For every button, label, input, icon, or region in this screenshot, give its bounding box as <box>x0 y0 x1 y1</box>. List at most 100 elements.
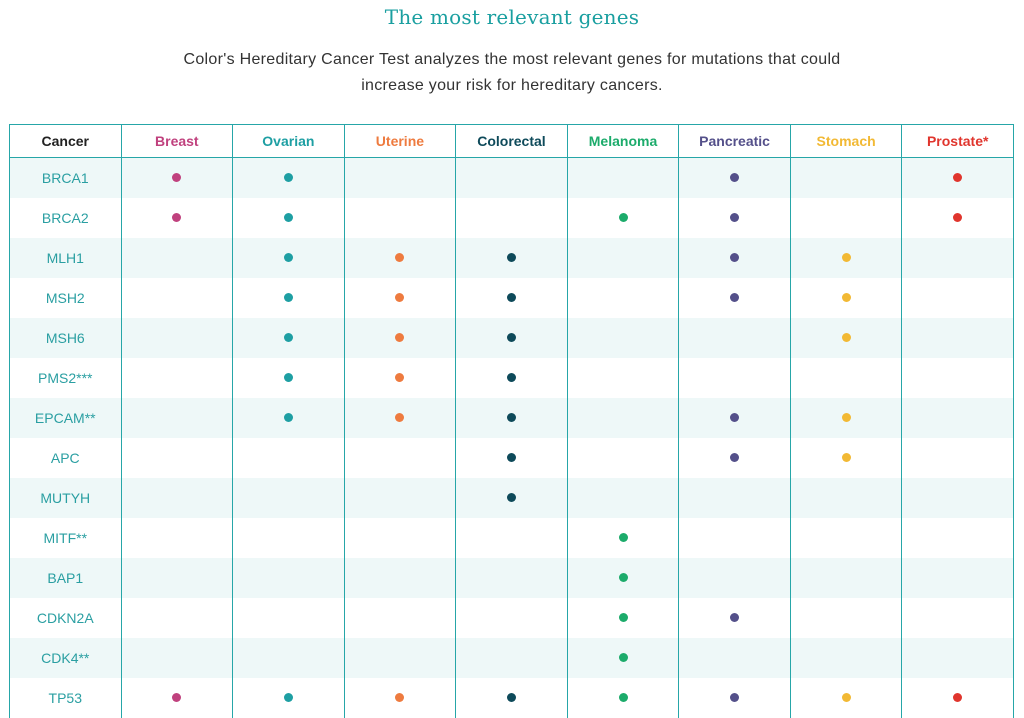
association-dot-icon <box>842 253 851 262</box>
table-cell <box>902 278 1014 318</box>
association-dot-icon <box>284 293 293 302</box>
association-dot-icon <box>284 213 293 222</box>
association-dot-icon <box>953 213 962 222</box>
description-line-1: Color's Hereditary Cancer Test analyzes … <box>0 47 1024 73</box>
header-uterine: Uterine <box>344 125 456 158</box>
gene-name: MUTYH <box>10 478 122 518</box>
table-cell <box>121 678 233 718</box>
table-cell <box>121 358 233 398</box>
table-cell <box>567 398 679 438</box>
table-cell <box>679 358 791 398</box>
table-cell <box>679 318 791 358</box>
table-cell <box>679 278 791 318</box>
table-cell <box>456 558 568 598</box>
association-dot-icon <box>730 613 739 622</box>
association-dot-icon <box>507 373 516 382</box>
association-dot-icon <box>842 333 851 342</box>
header-pancreatic: Pancreatic <box>679 125 791 158</box>
association-dot-icon <box>507 333 516 342</box>
table-cell <box>567 558 679 598</box>
table-cell <box>567 478 679 518</box>
table-cell <box>233 158 345 199</box>
table-cell <box>790 558 902 598</box>
table-cell <box>902 638 1014 678</box>
table-cell <box>902 318 1014 358</box>
association-dot-icon <box>507 453 516 462</box>
table-row: BAP1 <box>10 558 1014 598</box>
table-cell <box>233 358 345 398</box>
gene-name: APC <box>10 438 122 478</box>
gene-name: MLH1 <box>10 238 122 278</box>
association-dot-icon <box>953 693 962 702</box>
table-cell <box>567 678 679 718</box>
table-cell <box>344 278 456 318</box>
table-cell <box>121 518 233 558</box>
association-dot-icon <box>842 413 851 422</box>
table-cell <box>567 238 679 278</box>
association-dot-icon <box>284 693 293 702</box>
table-row: BRCA1 <box>10 158 1014 199</box>
table-cell <box>567 518 679 558</box>
table-cell <box>790 318 902 358</box>
association-dot-icon <box>395 293 404 302</box>
gene-name: MSH6 <box>10 318 122 358</box>
association-dot-icon <box>730 213 739 222</box>
table-row: MSH6 <box>10 318 1014 358</box>
table-cell <box>344 198 456 238</box>
table-cell <box>456 358 568 398</box>
association-dot-icon <box>507 493 516 502</box>
table-cell <box>233 278 345 318</box>
gene-name: BRCA2 <box>10 198 122 238</box>
association-dot-icon <box>953 173 962 182</box>
association-dot-icon <box>284 253 293 262</box>
table-row: TP53 <box>10 678 1014 718</box>
table-cell <box>344 158 456 199</box>
association-dot-icon <box>730 693 739 702</box>
association-dot-icon <box>619 573 628 582</box>
table-cell <box>567 158 679 199</box>
table-cell <box>121 598 233 638</box>
table-cell <box>902 518 1014 558</box>
association-dot-icon <box>730 253 739 262</box>
association-dot-icon <box>842 293 851 302</box>
table-cell <box>790 238 902 278</box>
association-dot-icon <box>842 693 851 702</box>
association-dot-icon <box>619 653 628 662</box>
table-cell <box>790 398 902 438</box>
table-cell <box>567 438 679 478</box>
association-dot-icon <box>730 293 739 302</box>
association-dot-icon <box>172 213 181 222</box>
table-cell <box>902 198 1014 238</box>
table-cell <box>679 198 791 238</box>
table-row: MSH2 <box>10 278 1014 318</box>
table-cell <box>344 358 456 398</box>
header-stomach: Stomach <box>790 125 902 158</box>
association-dot-icon <box>619 533 628 542</box>
table-cell <box>121 398 233 438</box>
page-title: The most relevant genes <box>0 5 1024 29</box>
table-cell <box>790 638 902 678</box>
table-cell <box>679 438 791 478</box>
table-cell <box>344 398 456 438</box>
table-cell <box>567 598 679 638</box>
table-cell <box>456 518 568 558</box>
gene-name: BRCA1 <box>10 158 122 199</box>
association-dot-icon <box>507 693 516 702</box>
table-cell <box>344 478 456 518</box>
table-cell <box>679 478 791 518</box>
table-cell <box>233 558 345 598</box>
table-cell <box>679 518 791 558</box>
table-cell <box>344 638 456 678</box>
table-cell <box>121 478 233 518</box>
table-cell <box>344 238 456 278</box>
table-cell <box>902 558 1014 598</box>
table-cell <box>790 198 902 238</box>
association-dot-icon <box>395 693 404 702</box>
table-cell <box>233 678 345 718</box>
table-cell <box>344 518 456 558</box>
description-line-2: increase your risk for hereditary cancer… <box>0 73 1024 99</box>
association-dot-icon <box>507 413 516 422</box>
table-cell <box>902 158 1014 199</box>
table-cell <box>790 598 902 638</box>
